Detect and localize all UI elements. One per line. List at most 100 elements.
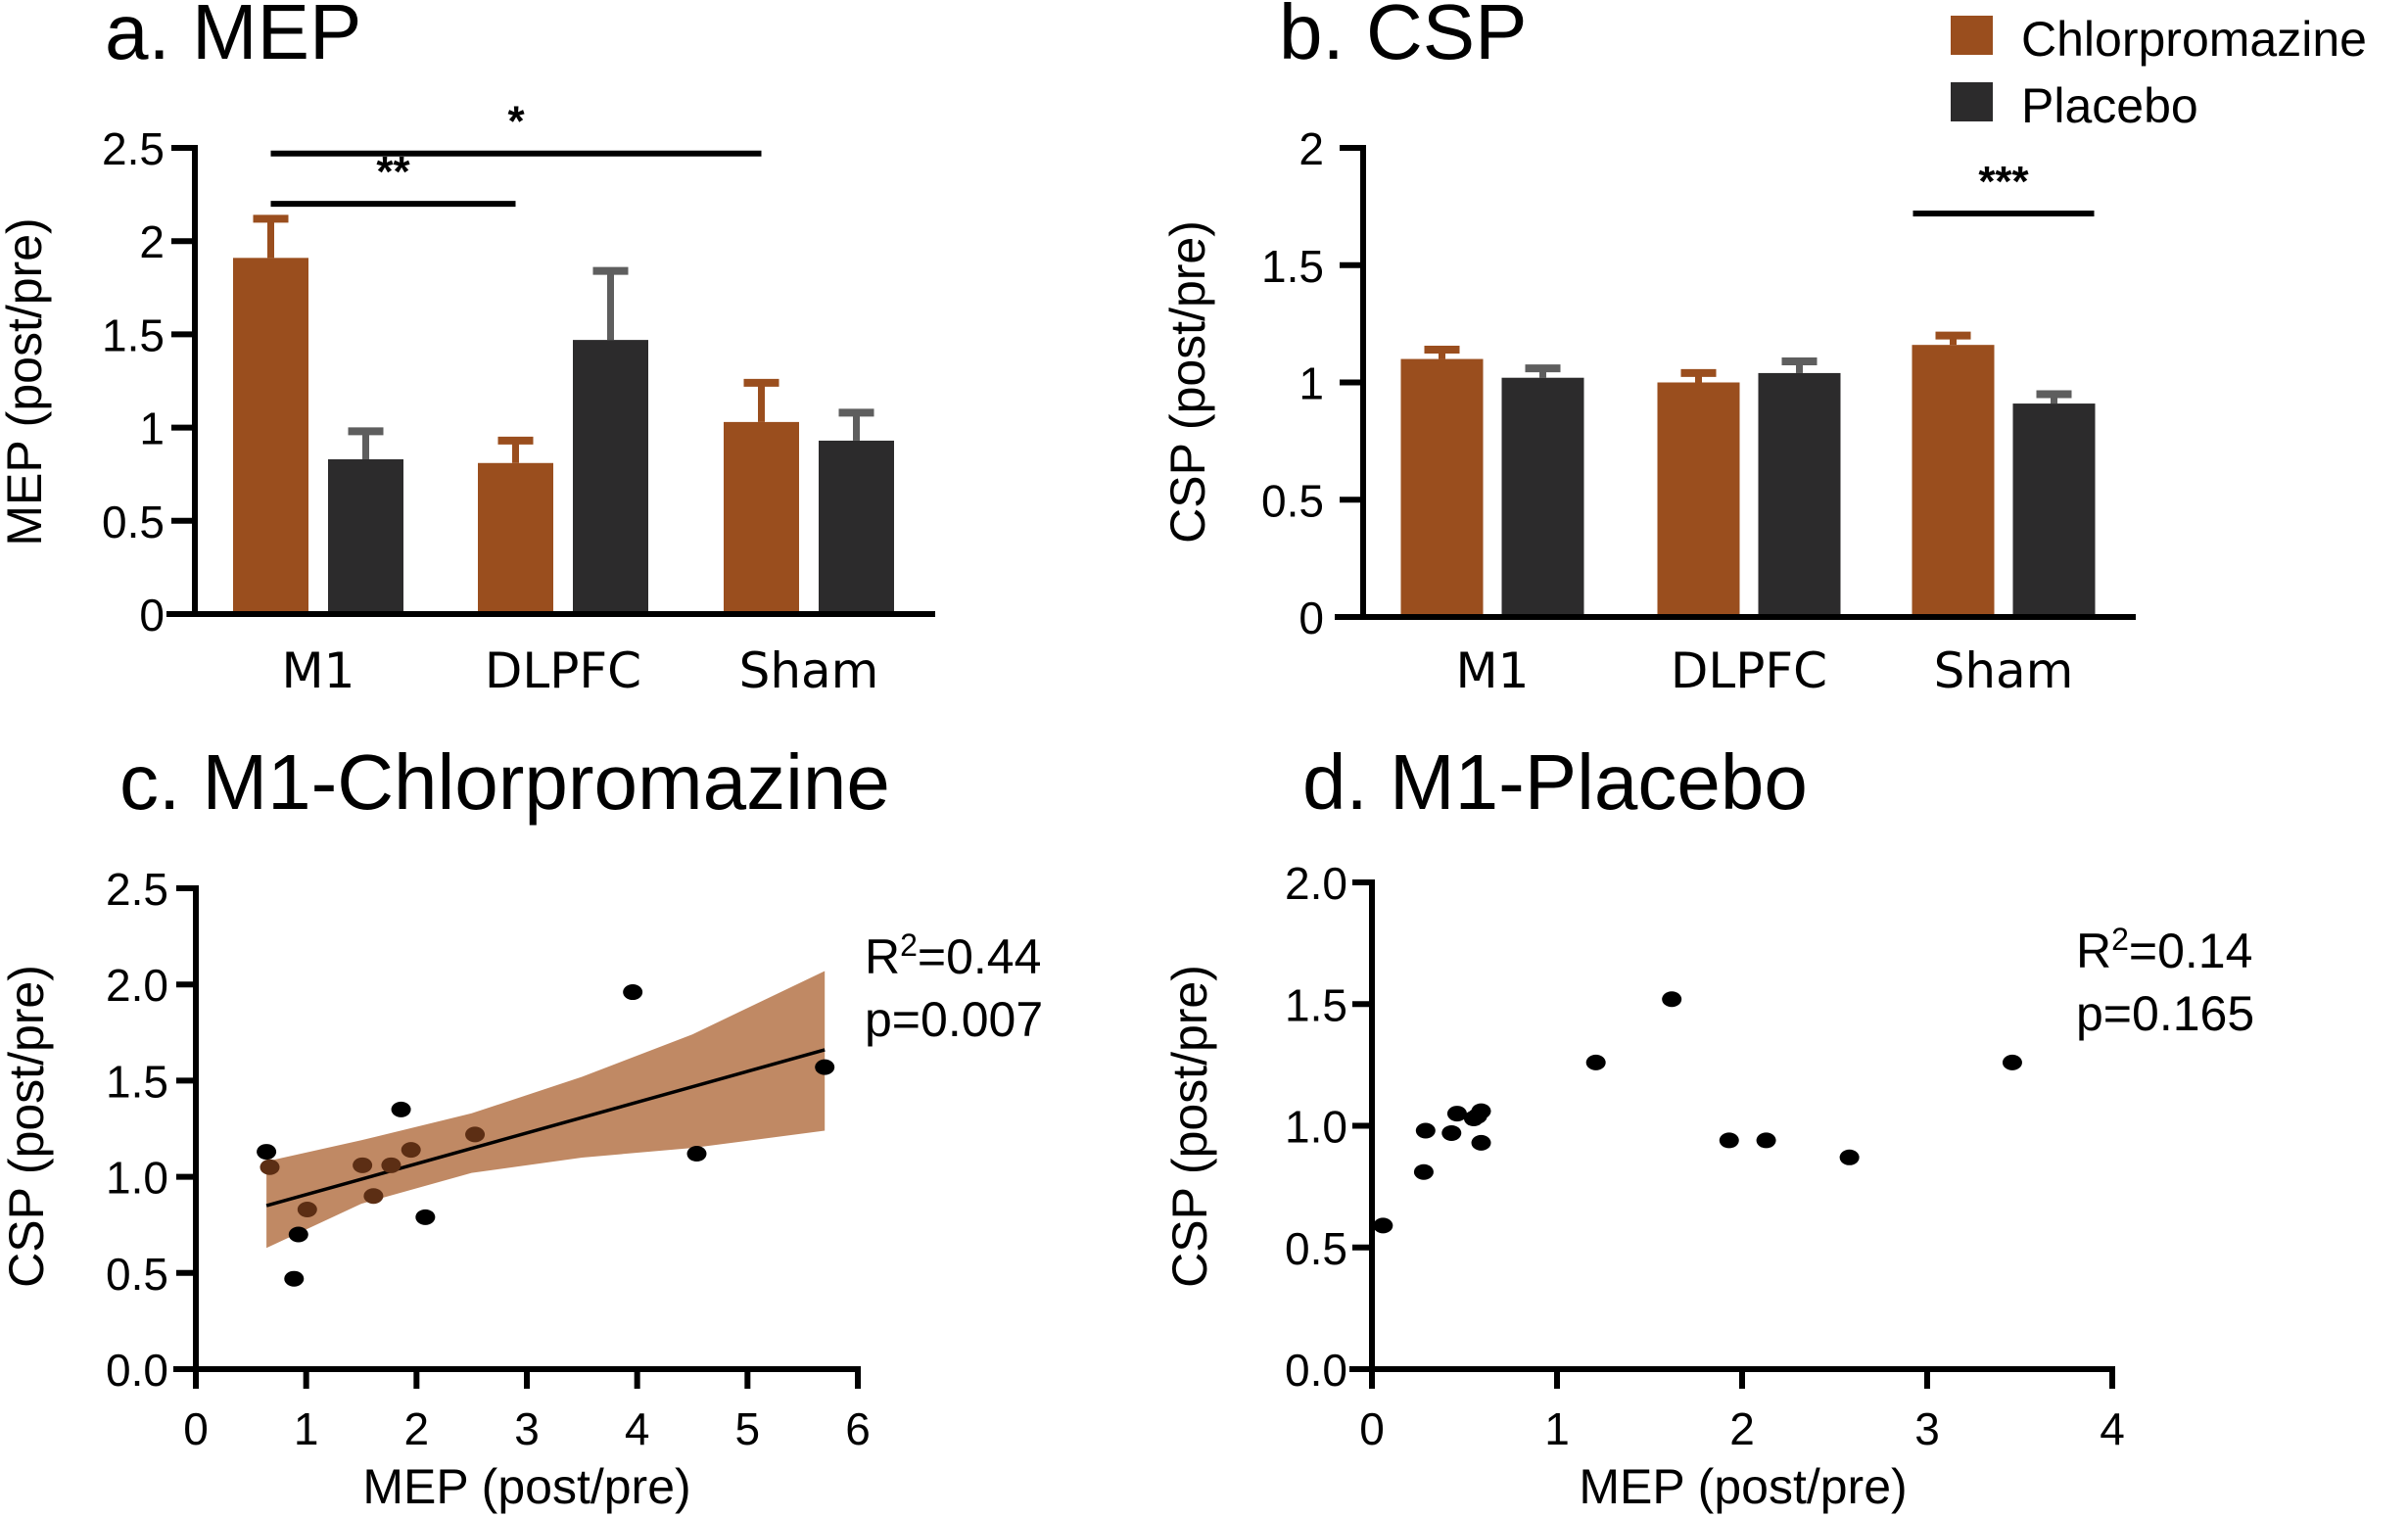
panel-c-x-ticks: 0 1 2 3 4 5 6 bbox=[183, 1369, 871, 1454]
y-tick-label: 2.5 bbox=[106, 864, 168, 915]
category-label-dlpfc: DLPFC bbox=[1671, 642, 1827, 699]
panel-c-scatter-chlorpromazine: c. M1-Chlorpromazine CSP (post/pre) 0 1 2 3… bbox=[0, 738, 1043, 1514]
data-point bbox=[401, 1142, 421, 1159]
bar-m1-placebo bbox=[328, 458, 403, 614]
panel-a-y-ticks: 0 0.5 1 1.5 2 2.5 bbox=[102, 123, 195, 640]
panel-c-r-squared: R2=0.44 bbox=[865, 927, 1041, 984]
panel-c-r-value: =0.44 bbox=[918, 929, 1042, 984]
panel-d-title: d. M1-Placebo bbox=[1302, 738, 1808, 826]
data-point bbox=[1471, 1103, 1491, 1119]
data-point bbox=[1719, 1132, 1739, 1149]
x-tick-label: 2 bbox=[404, 1403, 430, 1454]
significance-marker: *** bbox=[1978, 158, 2029, 206]
data-point bbox=[465, 1126, 486, 1143]
y-tick-label: 1 bbox=[139, 403, 165, 454]
panel-d-r-label: R bbox=[2076, 924, 2111, 978]
panel-b-y-axis-title: CSP (post/pre) bbox=[1160, 220, 1215, 544]
y-tick-label: 1 bbox=[1298, 358, 1324, 409]
panel-d-p-value: p=0.165 bbox=[2076, 986, 2254, 1041]
data-point bbox=[415, 1209, 436, 1225]
data-point bbox=[1839, 1149, 1860, 1165]
y-tick-label: 0.5 bbox=[1285, 1223, 1347, 1274]
legend-swatch-chlorpromazine bbox=[1951, 16, 1993, 55]
data-point bbox=[686, 1146, 707, 1162]
x-tick-label: 1 bbox=[1544, 1403, 1570, 1454]
panel-c-regression-line bbox=[265, 1048, 826, 1208]
y-tick-label: 2.5 bbox=[102, 123, 165, 174]
bar-m1-chlorpromazine bbox=[233, 258, 308, 614]
x-tick-label: 3 bbox=[1914, 1403, 1940, 1454]
legend-label-placebo: Placebo bbox=[2021, 78, 2198, 133]
panel-d-r-sup: 2 bbox=[2111, 922, 2129, 957]
panel-d-scatter-placebo: d. M1-Placebo CSP (post/pre) 0 1 2 3 4 0.0 0.… bbox=[1162, 738, 2254, 1514]
panel-c-y-ticks: 0.0 0.5 1.0 1.5 2.0 2.5 bbox=[106, 864, 196, 1396]
bar-dlpfc-chlorpromazine bbox=[478, 462, 553, 614]
x-tick-label: 5 bbox=[735, 1403, 761, 1454]
data-point bbox=[288, 1226, 308, 1243]
y-tick-label: 1.5 bbox=[1285, 979, 1347, 1030]
x-tick-label: 2 bbox=[1729, 1403, 1755, 1454]
bar-dlpfc-chlorpromazine bbox=[1657, 382, 1740, 617]
panel-a-category-labels: M1 DLPFC Sham bbox=[282, 642, 879, 699]
bar-sham-chlorpromazine bbox=[1912, 345, 1995, 617]
data-point bbox=[260, 1159, 280, 1175]
panel-a-significance: *** bbox=[270, 98, 762, 208]
panel-d-y-ticks: 0.0 0.5 1.0 1.5 2.0 bbox=[1285, 858, 1372, 1396]
panel-b-significance: *** bbox=[1912, 158, 2095, 217]
panel-d-r-squared: R2=0.14 bbox=[2076, 922, 2252, 978]
panel-c-axes bbox=[173, 885, 861, 1372]
data-point bbox=[1413, 1163, 1434, 1180]
panel-a-mep-bar-chart: a. MEP MEP (post/pre) 0 0.5 1 1.5 2 2.5 *** M… bbox=[0, 0, 935, 699]
panel-d-y-axis-title: CSP (post/pre) bbox=[1162, 965, 1217, 1288]
panel-c-p-value: p=0.007 bbox=[865, 992, 1043, 1047]
category-label-sham: Sham bbox=[739, 642, 879, 699]
panel-d-r-value: =0.14 bbox=[2129, 924, 2253, 978]
y-tick-label: 1.0 bbox=[106, 1153, 168, 1204]
bar-m1-placebo bbox=[1501, 377, 1584, 617]
panel-c-y-axis-title: CSP (post/pre) bbox=[0, 965, 54, 1288]
bar-m1-chlorpromazine bbox=[1400, 358, 1484, 617]
x-tick-label: 4 bbox=[2100, 1403, 2125, 1454]
legend-label-chlorpromazine: Chlorpromazine bbox=[2021, 12, 2367, 67]
data-point bbox=[1415, 1122, 1436, 1139]
bar-sham-placebo bbox=[819, 440, 894, 614]
panel-a-axes bbox=[166, 145, 935, 617]
panel-c-points bbox=[257, 984, 835, 1287]
panel-b-title: b. CSP bbox=[1279, 0, 1527, 75]
data-point bbox=[815, 1059, 835, 1075]
panel-b-y-ticks: 0 0.5 1 1.5 2 bbox=[1261, 123, 1363, 643]
data-point bbox=[353, 1157, 373, 1173]
panel-c-confidence-band bbox=[266, 971, 826, 1249]
bar-sham-placebo bbox=[2012, 403, 2096, 617]
y-tick-label: 1.5 bbox=[1261, 241, 1324, 292]
category-label-m1: M1 bbox=[1456, 642, 1530, 699]
y-tick-label: 2 bbox=[1298, 123, 1324, 174]
panel-d-x-axis-title: MEP (post/pre) bbox=[1579, 1459, 1907, 1514]
y-tick-label: 0 bbox=[1298, 593, 1324, 643]
panel-c-r-sup: 2 bbox=[900, 927, 918, 963]
panel-b-csp-bar-chart: b. CSP CSP (post/pre) 0 0.5 1 1.5 2 *** M1 DL… bbox=[1160, 0, 2136, 699]
bar-dlpfc-placebo bbox=[1758, 372, 1841, 617]
x-tick-label: 3 bbox=[514, 1403, 540, 1454]
legend: Chlorpromazine Placebo bbox=[1951, 12, 2367, 133]
y-tick-label: 0.0 bbox=[1285, 1345, 1347, 1396]
data-point bbox=[1585, 1054, 1606, 1070]
data-point bbox=[1662, 991, 1682, 1008]
panel-c-r-label: R bbox=[865, 929, 900, 984]
y-tick-label: 2 bbox=[139, 216, 165, 267]
data-point bbox=[2002, 1054, 2022, 1070]
y-tick-label: 2.0 bbox=[1285, 858, 1347, 909]
y-tick-label: 0.5 bbox=[102, 497, 165, 547]
y-tick-label: 0 bbox=[139, 590, 165, 640]
data-point bbox=[1446, 1106, 1467, 1122]
panel-b-category-labels: M1 DLPFC Sham bbox=[1456, 642, 2074, 699]
x-tick-label: 0 bbox=[1359, 1403, 1385, 1454]
panel-a-bars bbox=[233, 214, 894, 614]
panel-c-x-axis-title: MEP (post/pre) bbox=[362, 1459, 690, 1514]
category-label-m1: M1 bbox=[282, 642, 355, 699]
data-point bbox=[1471, 1134, 1491, 1151]
panel-d-axes bbox=[1349, 879, 2115, 1372]
panel-b-axes bbox=[1335, 145, 2136, 620]
x-tick-label: 4 bbox=[625, 1403, 650, 1454]
